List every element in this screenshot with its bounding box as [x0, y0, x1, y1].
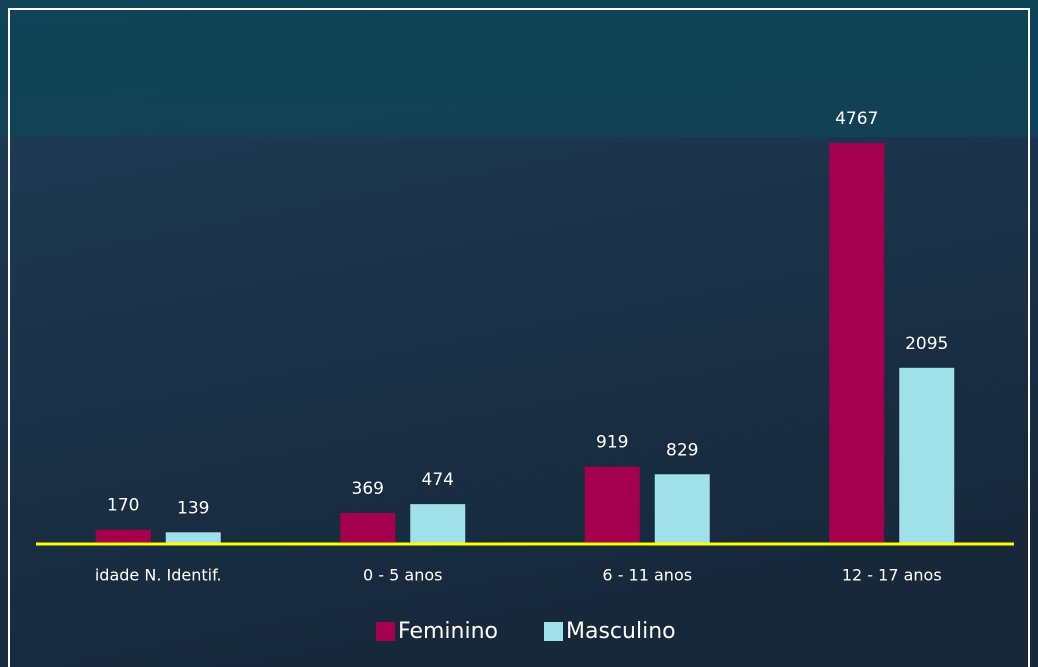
- bar: [340, 512, 396, 544]
- legend-swatch: [376, 622, 395, 641]
- bar: [654, 474, 710, 544]
- legend-swatch: [544, 622, 563, 641]
- x-tick-label: 12 - 17 anos: [842, 566, 942, 585]
- value-label: 4767: [835, 109, 878, 129]
- value-label: 139: [177, 498, 209, 518]
- value-label: 919: [596, 433, 628, 453]
- bar: [410, 504, 466, 544]
- bar: [829, 143, 885, 544]
- value-label: 170: [107, 496, 139, 516]
- legend-label: Feminino: [398, 619, 498, 644]
- legend-label: Masculino: [566, 619, 676, 644]
- x-tick-label: 6 - 11 anos: [602, 566, 692, 585]
- bar: [899, 367, 955, 544]
- value-label: 474: [422, 470, 454, 490]
- x-tick-label: idade N. Identif.: [95, 566, 222, 585]
- background-band: [0, 0, 1038, 137]
- value-label: 2095: [905, 334, 948, 354]
- bar: [95, 529, 151, 544]
- value-label: 369: [352, 479, 384, 499]
- bar: [584, 466, 640, 544]
- value-label: 829: [666, 440, 698, 460]
- frame: [8, 8, 1030, 667]
- bar: [165, 532, 221, 544]
- x-tick-label: 0 - 5 anos: [363, 566, 442, 585]
- plot: idade N. Identif. 170 139 0 - 5 anos 369 474 6…: [36, 109, 1014, 644]
